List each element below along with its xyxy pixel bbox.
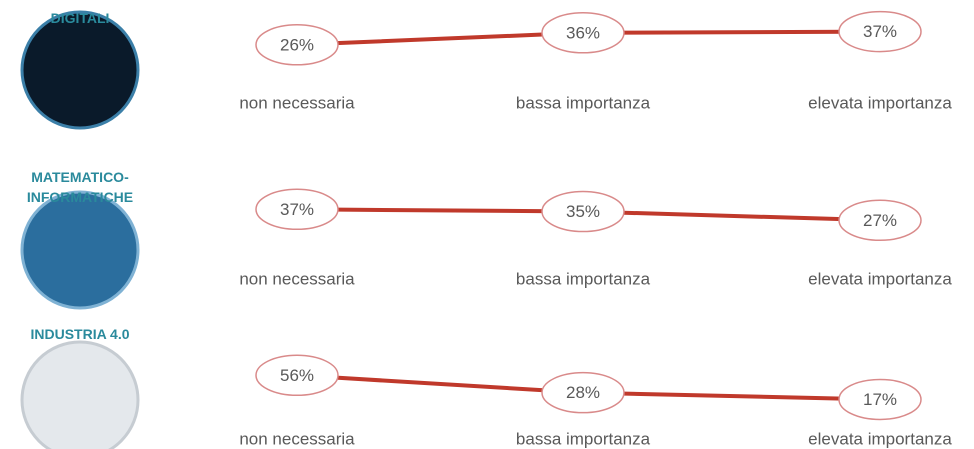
x-tick-label: elevata importanza bbox=[808, 269, 952, 288]
data-label: 28% bbox=[566, 383, 600, 402]
x-tick-label: non necessaria bbox=[239, 93, 355, 112]
data-label: 35% bbox=[566, 202, 600, 221]
chart-title: DIGITALI bbox=[0, 8, 160, 28]
icon bbox=[22, 12, 138, 449]
data-label: 37% bbox=[863, 22, 897, 41]
data-label: 26% bbox=[280, 35, 314, 54]
x-tick-label: non necessaria bbox=[239, 429, 355, 448]
data-label: 37% bbox=[280, 200, 314, 219]
x-tick-label: bassa importanza bbox=[516, 93, 651, 112]
data-label: 27% bbox=[863, 211, 897, 230]
page: 26% non necessaria 36% bassa importanza 37% e… bbox=[0, 0, 974, 449]
data-label: 56% bbox=[280, 366, 314, 385]
chart: 26% non necessaria 36% bassa importanza 37% e… bbox=[0, 0, 974, 449]
chart-title: MATEMATICO- INFORMATICHE bbox=[0, 167, 160, 207]
x-tick-label: elevata importanza bbox=[808, 93, 952, 112]
x-tick-label: non necessaria bbox=[239, 269, 355, 288]
data-label: 17% bbox=[863, 390, 897, 409]
x-tick-label: elevata importanza bbox=[808, 429, 952, 448]
x-tick-label: bassa importanza bbox=[516, 429, 651, 448]
chart-title: INDUSTRIA 4.0 bbox=[0, 324, 160, 344]
x-tick-label: bassa importanza bbox=[516, 269, 651, 288]
data-label: 36% bbox=[566, 23, 600, 42]
